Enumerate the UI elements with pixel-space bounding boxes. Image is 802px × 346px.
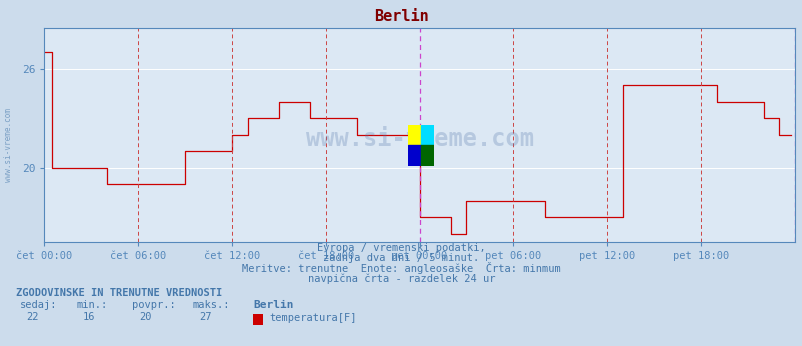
Text: povpr.:: povpr.:	[132, 300, 176, 310]
Bar	[420, 145, 433, 166]
Text: min.:: min.:	[76, 300, 107, 310]
Text: Berlin: Berlin	[253, 300, 293, 310]
Text: 22: 22	[26, 312, 39, 322]
Text: www.si-vreme.com: www.si-vreme.com	[3, 108, 13, 182]
Bar	[407, 125, 420, 145]
Text: ZGODOVINSKE IN TRENUTNE VREDNOSTI: ZGODOVINSKE IN TRENUTNE VREDNOSTI	[16, 288, 222, 298]
Text: temperatura[F]: temperatura[F]	[269, 313, 356, 323]
Text: Berlin: Berlin	[374, 9, 428, 24]
Text: 20: 20	[139, 312, 152, 322]
Text: Evropa / vremenski podatki,: Evropa / vremenski podatki,	[317, 243, 485, 253]
Text: sedaj:: sedaj:	[20, 300, 58, 310]
Text: 16: 16	[83, 312, 95, 322]
Text: navpična črta - razdelek 24 ur: navpična črta - razdelek 24 ur	[307, 273, 495, 284]
Text: zadnja dva dni / 5 minut.: zadnja dva dni / 5 minut.	[323, 253, 479, 263]
Bar	[407, 145, 420, 166]
Bar	[420, 125, 433, 145]
Text: maks.:: maks.:	[192, 300, 230, 310]
Text: Meritve: trenutne  Enote: angleosaške  Črta: minmum: Meritve: trenutne Enote: angleosaške Črt…	[242, 262, 560, 274]
Text: 27: 27	[199, 312, 212, 322]
Text: www.si-vreme.com: www.si-vreme.com	[306, 127, 533, 151]
